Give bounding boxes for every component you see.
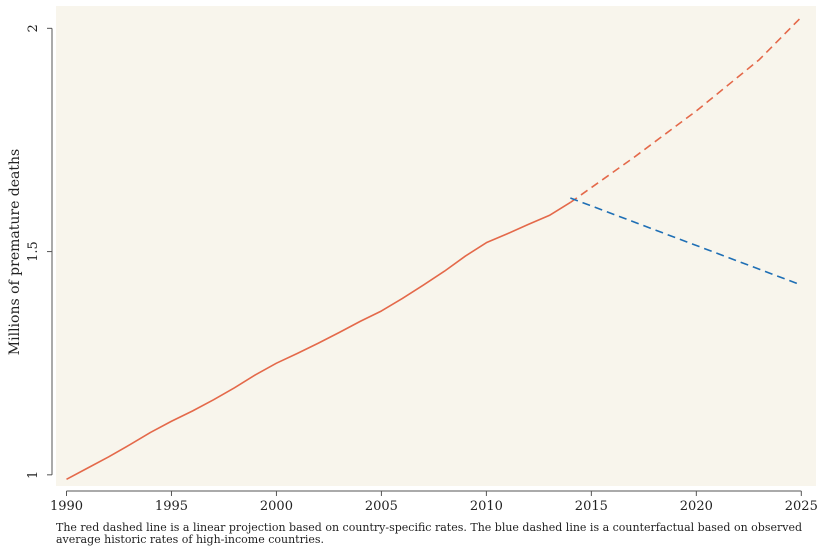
y-tick-label: 1.5 [26, 241, 41, 262]
x-tick-label: 2000 [260, 499, 293, 514]
x-tick-label: 2025 [785, 499, 818, 514]
x-tick-label: 2020 [680, 499, 713, 514]
plot-background [56, 6, 816, 486]
x-tick-label: 1995 [155, 499, 188, 514]
series-layer [66, 16, 802, 481]
x-tick-label: 2005 [365, 499, 398, 514]
x-tick-label: 1990 [50, 499, 83, 514]
historical-series-line [66, 201, 571, 481]
axes-layer: 1990 1995 2000 2005 2010 2015 2020 2025 1 1.5 2 [26, 24, 818, 514]
counterfactual-series-line [570, 197, 802, 286]
y-tick-label: 2 [26, 24, 41, 32]
y-axis-title: Millions of premature deaths [7, 149, 23, 355]
x-tick-label: 2015 [575, 499, 608, 514]
y-tick-label: 1 [26, 471, 41, 479]
x-tick-label: 2010 [470, 499, 503, 514]
chart-footnote: The red dashed line is a linear projecti… [56, 521, 802, 546]
